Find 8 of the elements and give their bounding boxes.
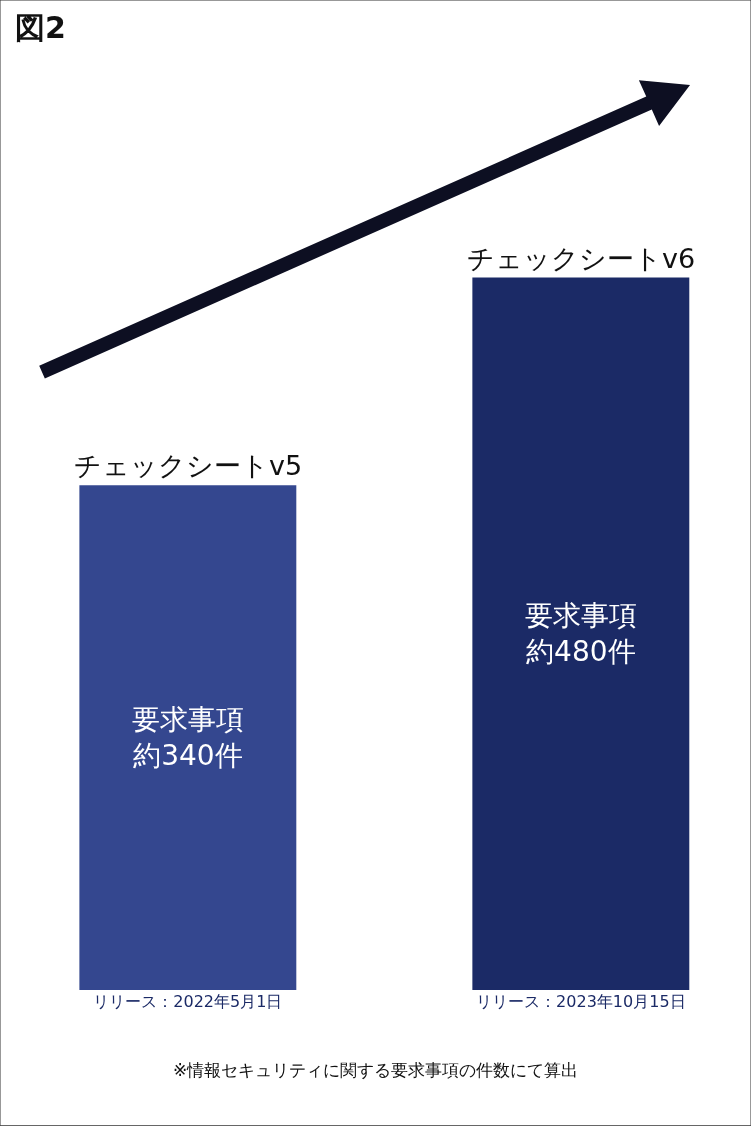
data-label: 要求事項約480件: [524, 599, 637, 669]
chart-title: 図2: [15, 9, 66, 45]
data-label: 要求事項約340件: [131, 702, 244, 773]
annotation: チェックシートv6: [467, 243, 696, 274]
x-tick-label: リリース：2022年5月1日: [93, 992, 283, 1011]
x-tick-label: リリース：2023年10月15日: [476, 992, 686, 1011]
annotation: チェックシートv5: [74, 450, 303, 481]
text: ※情報セキュリティに関する要求事項の件数にて算出: [173, 1060, 579, 1080]
